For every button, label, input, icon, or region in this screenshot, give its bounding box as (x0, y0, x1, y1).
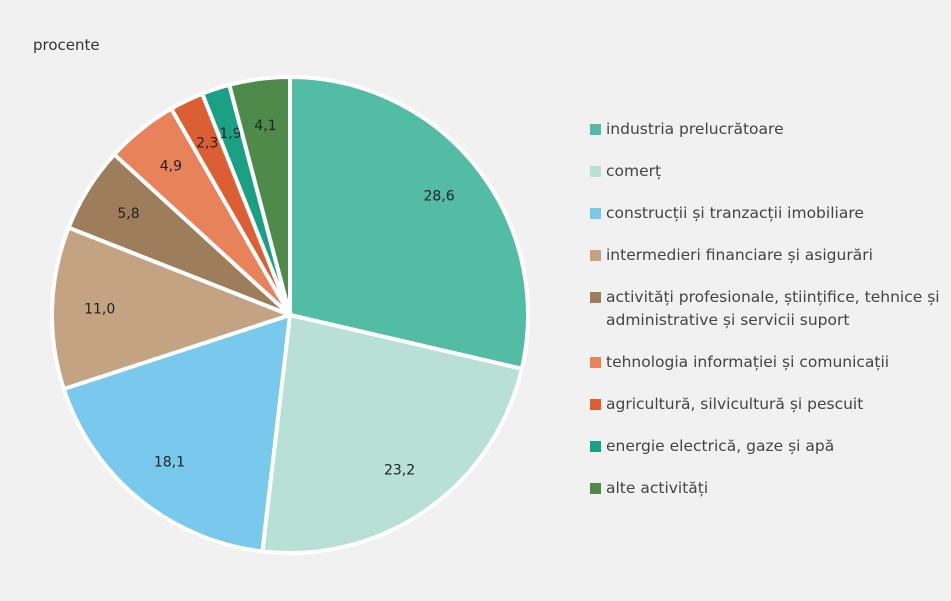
legend-swatch (590, 483, 601, 494)
legend-label: industria prelucrătoare (606, 120, 784, 138)
legend-swatch (590, 357, 601, 368)
legend-label: intermedieri financiare și asigurări (606, 246, 873, 264)
legend-swatch (590, 208, 601, 219)
legend-item: agricultură, silvicultură și pescuit (590, 393, 945, 416)
legend-label: construcții și tranzacții imobiliare (606, 204, 864, 222)
legend-label: comerț (606, 162, 662, 180)
data-label: 5,8 (117, 206, 139, 222)
legend-item: energie electrică, gaze și apă (590, 435, 945, 458)
legend-item: alte activități (590, 477, 945, 500)
legend-swatch (590, 292, 601, 303)
data-label: 1,9 (219, 126, 241, 142)
legend-item: tehnologia informației și comunicații (590, 351, 945, 374)
data-label: 4,9 (160, 158, 182, 174)
legend-item: industria prelucrătoare (590, 118, 945, 141)
legend-swatch (590, 124, 601, 135)
legend-swatch (590, 441, 601, 452)
data-label: 11,0 (84, 301, 115, 317)
data-label: 4,1 (254, 118, 276, 134)
legend-label: alte activități (606, 479, 709, 497)
pie-slice (226, 74, 292, 316)
pie-slice (50, 225, 296, 392)
legend-label: energie electrică, gaze și apă (606, 437, 835, 455)
legend-label: tehnologia informației și comunicații (606, 353, 890, 371)
legend-item: activități profesionale, științifice, te… (590, 286, 945, 332)
pie-slice (260, 312, 525, 555)
unit-label: procente (33, 36, 100, 54)
data-label: 18,1 (154, 454, 185, 470)
legend: industria prelucrătoare comerț construcții… (590, 118, 945, 519)
legend-label: activități profesionale, științifice, te… (606, 288, 940, 329)
legend-item: construcții și tranzacții imobiliare (590, 202, 945, 225)
legend-label: agricultură, silvicultură și pescuit (606, 395, 864, 413)
legend-item: comerț (590, 160, 945, 183)
legend-swatch (590, 250, 601, 261)
data-label: 2,3 (196, 136, 218, 152)
legend-swatch (590, 399, 601, 410)
pie-slice (61, 312, 293, 554)
data-label: 28,6 (423, 189, 454, 205)
legend-item: intermedieri financiare și asigurări (590, 244, 945, 267)
legend-swatch (590, 166, 601, 177)
pie-slice (288, 74, 530, 372)
data-label: 23,2 (384, 463, 415, 479)
